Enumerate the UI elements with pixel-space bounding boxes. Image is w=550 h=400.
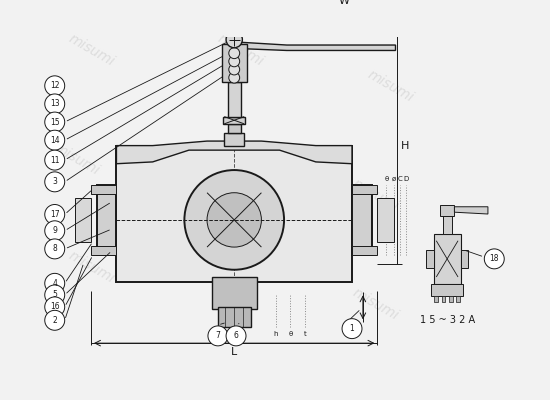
Bar (352, 184, 377, 194)
Text: h: h (274, 331, 278, 337)
Circle shape (45, 239, 65, 259)
Text: t: t (304, 331, 306, 337)
Bar (461, 250, 468, 268)
Bar (228, 82, 240, 117)
Circle shape (229, 64, 240, 75)
Text: 5: 5 (52, 290, 57, 300)
Circle shape (226, 32, 243, 48)
Bar (223, 117, 245, 124)
Text: W: W (338, 0, 349, 6)
Polygon shape (241, 42, 395, 50)
Bar (352, 184, 372, 255)
Text: 6: 6 (234, 331, 239, 340)
Text: 4: 4 (52, 279, 57, 288)
Circle shape (45, 285, 65, 305)
Circle shape (229, 48, 240, 59)
Text: 7: 7 (216, 331, 221, 340)
Text: misumi: misumi (350, 176, 401, 214)
Circle shape (45, 297, 65, 317)
Text: θ: θ (288, 331, 293, 337)
Circle shape (226, 326, 246, 346)
Text: misumi: misumi (65, 31, 117, 69)
Circle shape (228, 22, 240, 34)
Text: 2: 2 (52, 316, 57, 325)
Circle shape (207, 193, 261, 247)
Polygon shape (117, 141, 352, 164)
Bar (96, 184, 117, 255)
Text: L: L (231, 347, 238, 357)
Text: θ: θ (384, 176, 388, 182)
Text: 17: 17 (50, 210, 59, 219)
Text: ø: ø (392, 176, 396, 182)
Circle shape (208, 326, 228, 346)
Text: misumi: misumi (51, 140, 102, 178)
Bar (456, 296, 460, 302)
Bar (442, 296, 446, 302)
Text: misumi: misumi (350, 285, 401, 322)
Circle shape (342, 319, 362, 338)
Bar (228, 124, 240, 133)
Text: 13: 13 (50, 100, 59, 108)
Text: 18: 18 (490, 254, 499, 263)
Circle shape (45, 112, 65, 132)
Text: 3: 3 (52, 177, 57, 186)
Bar (91, 246, 117, 255)
Polygon shape (117, 146, 352, 282)
Text: misumi: misumi (215, 31, 266, 69)
Bar (222, 44, 247, 82)
Bar (218, 307, 251, 327)
Text: 12: 12 (50, 81, 59, 90)
Text: 16: 16 (50, 302, 59, 311)
Circle shape (184, 170, 284, 270)
Circle shape (45, 273, 65, 293)
Bar (434, 296, 438, 302)
Text: 11: 11 (50, 156, 59, 165)
Text: 9: 9 (52, 226, 57, 235)
Circle shape (229, 56, 240, 67)
Polygon shape (317, 25, 322, 31)
Text: misumi: misumi (365, 68, 416, 105)
Circle shape (45, 172, 65, 192)
Circle shape (45, 130, 65, 150)
Text: D: D (404, 176, 409, 182)
Text: 8: 8 (52, 244, 57, 253)
Circle shape (45, 204, 65, 224)
Text: H: H (401, 141, 409, 151)
Bar (377, 198, 394, 242)
Text: C: C (398, 176, 403, 182)
Text: misumi: misumi (215, 249, 266, 286)
Bar (433, 234, 461, 284)
Circle shape (45, 221, 65, 241)
Circle shape (45, 76, 65, 96)
Polygon shape (245, 24, 317, 32)
Circle shape (45, 94, 65, 114)
Bar (352, 246, 377, 255)
Circle shape (45, 310, 65, 330)
Polygon shape (322, 26, 454, 30)
Circle shape (45, 150, 65, 170)
Bar (91, 184, 117, 194)
Bar (212, 277, 257, 309)
Text: 14: 14 (50, 136, 59, 145)
Polygon shape (454, 207, 488, 214)
Bar (431, 284, 464, 296)
Circle shape (485, 249, 504, 269)
Text: 1 5 ~ 3 2 A: 1 5 ~ 3 2 A (420, 316, 475, 326)
Text: misumi: misumi (65, 249, 117, 286)
Bar (75, 198, 91, 242)
Bar (440, 205, 454, 216)
Text: 1: 1 (350, 324, 354, 333)
Circle shape (229, 72, 240, 83)
Text: misumi: misumi (200, 140, 251, 178)
Text: 15: 15 (50, 118, 59, 126)
Bar (449, 296, 453, 302)
Bar (443, 216, 452, 234)
Bar (224, 133, 244, 146)
Bar (426, 250, 433, 268)
